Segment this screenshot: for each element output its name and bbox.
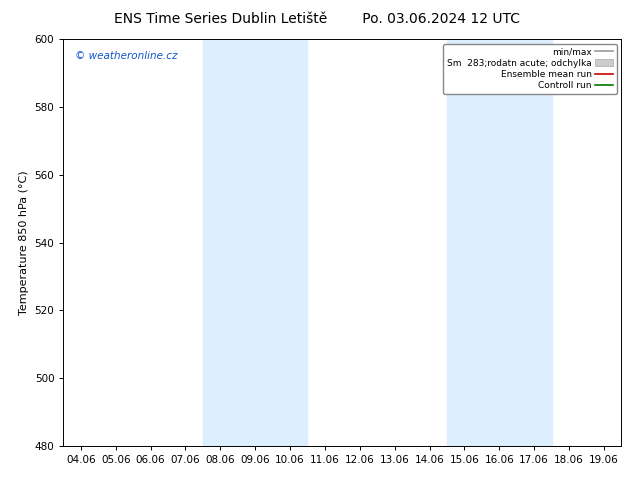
Bar [447, 39, 552, 446]
Text: ENS Time Series Dublin Letiště        Po. 03.06.2024 12 UTC: ENS Time Series Dublin Letiště Po. 03.06… [114, 12, 520, 26]
Legend: min/max, Sm  283;rodatn acute; odchylka, Ensemble mean run, Controll run: min/max, Sm 283;rodatn acute; odchylka, … [443, 44, 617, 94]
Text: © weatheronline.cz: © weatheronline.cz [75, 51, 177, 61]
Y-axis label: Temperature 850 hPa (°C): Temperature 850 hPa (°C) [19, 170, 29, 315]
Bar [203, 39, 307, 446]
